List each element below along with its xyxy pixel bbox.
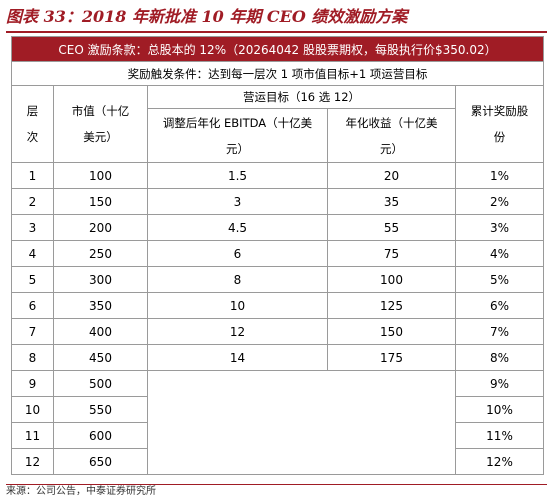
market-cap-cell: 550: [53, 396, 148, 423]
table-row: 5 300 8 100 5%: [11, 266, 545, 293]
revenue-cell: 175: [327, 344, 456, 371]
table-row: 6 350 10 125 6%: [11, 292, 545, 319]
reward-cell: 2%: [454, 188, 545, 215]
header-ops: 营运目标（16 选 12）: [147, 84, 456, 110]
ebitda-cell: 10: [147, 292, 328, 319]
header-ebitda: 调整后年化 EBITDA（十亿美元）: [147, 108, 328, 163]
market-cap-cell: 250: [53, 240, 148, 267]
reward-cell: 11%: [454, 422, 545, 449]
table-row: 2 150 3 35 2%: [11, 188, 545, 215]
revenue-cell: 20: [327, 162, 456, 189]
trigger-cell: 奖励触发条件：达到每一层次 1 项市值目标+1 项运营目标: [10, 61, 545, 86]
level-cell: 2: [11, 188, 54, 215]
level-cell: 11: [11, 422, 54, 449]
header-market-cap: 市值（十亿美元）: [53, 85, 148, 163]
market-cap-cell: 100: [53, 162, 148, 189]
table-row: 12 650 12%: [11, 448, 545, 475]
trigger-row: 奖励触发条件：达到每一层次 1 项市值目标+1 项运营目标: [10, 61, 545, 86]
reward-cell: 10%: [454, 396, 545, 423]
reward-cell: 7%: [454, 318, 545, 345]
ebitda-cell: 12: [147, 318, 328, 345]
reward-cell: 3%: [454, 214, 545, 241]
revenue-cell: 125: [327, 292, 456, 319]
table-row: 11 600 11%: [11, 422, 545, 449]
table-row: 9 500 9%: [11, 370, 545, 475]
title-rule: [6, 31, 547, 33]
level-cell: 10: [11, 396, 54, 423]
ebitda-cell: 8: [147, 266, 328, 293]
header-revenue: 年化收益（十亿美元）: [327, 108, 456, 163]
source-note: 来源：公司公告，中泰证券研究所: [6, 484, 547, 497]
reward-cell: 6%: [454, 292, 545, 319]
table-row: 10 550 10%: [11, 396, 545, 423]
table-row: 4 250 6 75 4%: [11, 240, 545, 267]
ebitda-cell: 1.5: [147, 162, 328, 189]
ebitda-cell: 3: [147, 188, 328, 215]
level-cell: 5: [11, 266, 54, 293]
level-cell: 9: [11, 370, 54, 397]
revenue-cell: 55: [327, 214, 456, 241]
reward-cell: 12%: [454, 448, 545, 475]
header-reward: 累计奖励股份: [454, 85, 545, 163]
level-cell: 3: [11, 214, 54, 241]
table-body: 1 100 1.5 20 1% 2 150 3 35 2% 3 200 4.5 55 3% 4 250 6 75 4%…: [11, 162, 545, 475]
level-cell: 1: [11, 162, 54, 189]
ebitda-cell: 6: [147, 240, 328, 267]
header-row-1: 层次 市值（十亿美元） 营运目标（16 选 12） 累计奖励股份: [11, 84, 545, 163]
market-cap-cell: 350: [53, 292, 148, 319]
reward-cell: 4%: [454, 240, 545, 267]
revenue-cell: 75: [327, 240, 456, 267]
revenue-cell: 150: [327, 318, 456, 345]
level-cell: 7: [11, 318, 54, 345]
revenue-cell: 35: [327, 188, 456, 215]
header-row-2: 调整后年化 EBITDA（十亿美元） 年化收益（十亿美元）: [12, 108, 544, 163]
market-cap-cell: 300: [53, 266, 148, 293]
table-row: 3 200 4.5 55 3%: [11, 214, 545, 241]
table-row: 1 100 1.5 20 1%: [11, 162, 545, 189]
header-level: 层次: [11, 85, 54, 163]
level-cell: 6: [11, 292, 54, 319]
incentive-table: CEO 激励条款：总股本的 12%（20264042 股股票期权，每股执行价$3…: [10, 36, 545, 475]
table-row: 7 400 12 150 7%: [11, 318, 545, 345]
reward-cell: 9%: [454, 370, 545, 397]
ebitda-cell: 14: [147, 344, 328, 371]
reward-cell: 5%: [454, 266, 545, 293]
level-cell: 4: [11, 240, 54, 267]
market-cap-cell: 450: [53, 344, 148, 371]
terms-row: CEO 激励条款：总股本的 12%（20264042 股股票期权，每股执行价$3…: [10, 36, 545, 62]
table-row: 8 450 14 175 8%: [11, 344, 545, 371]
market-cap-cell: 600: [53, 422, 148, 449]
revenue-cell: 100: [327, 266, 456, 293]
market-cap-cell: 150: [53, 188, 148, 215]
ebitda-cell: 4.5: [147, 214, 328, 241]
empty-ops-cell: [147, 370, 456, 475]
reward-cell: 1%: [454, 162, 545, 189]
reward-cell: 8%: [454, 344, 545, 371]
terms-cell: CEO 激励条款：总股本的 12%（20264042 股股票期权，每股执行价$3…: [10, 36, 545, 62]
market-cap-cell: 500: [53, 370, 148, 397]
market-cap-cell: 400: [53, 318, 148, 345]
figure-title: 图表 33：2018 年新批准 10 年期 CEO 绩效激励方案: [6, 7, 408, 26]
market-cap-cell: 650: [53, 448, 148, 475]
market-cap-cell: 200: [53, 214, 148, 241]
level-cell: 12: [11, 448, 54, 475]
level-cell: 8: [11, 344, 54, 371]
